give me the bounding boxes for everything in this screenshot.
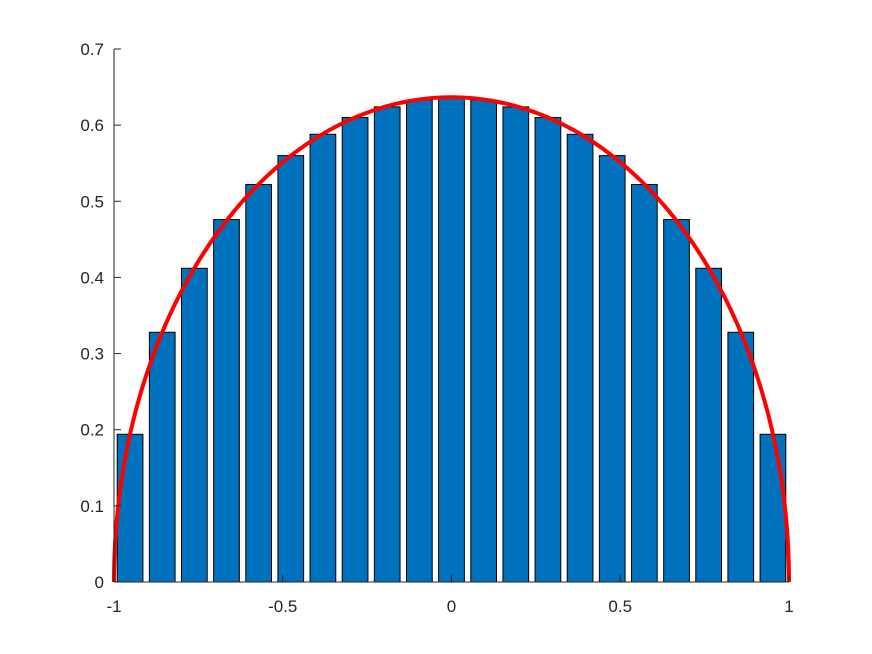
x-axis-ticks: -1 -0.5 0 0.5 1 <box>106 575 794 616</box>
bar-0 <box>116 433 144 583</box>
bar-16 <box>630 184 658 583</box>
x-tick-label: -0.5 <box>268 597 297 616</box>
bar-13 <box>534 117 562 583</box>
bar-6 <box>309 133 337 583</box>
x-tick-label: 0.5 <box>608 597 632 616</box>
y-tick-label: 0.1 <box>80 497 104 516</box>
bar-12 <box>502 106 530 583</box>
bar-18 <box>695 267 723 583</box>
bar-20 <box>759 433 787 583</box>
y-tick-label: 0.7 <box>80 40 104 59</box>
bar-2 <box>181 267 208 583</box>
bar-1 <box>148 331 176 583</box>
bar-5 <box>277 155 305 583</box>
y-axis-ticks: 0 0.1 0.2 0.3 0.4 0.5 0.6 0.7 <box>80 40 121 592</box>
y-tick-label: 0.4 <box>80 268 104 287</box>
bar-10 <box>438 97 465 583</box>
y-tick-label: 0.2 <box>80 421 104 440</box>
bar-11 <box>470 99 497 583</box>
y-tick-label: 0 <box>95 573 104 592</box>
density-curve <box>112 95 791 583</box>
x-tick-label: 0 <box>447 597 456 616</box>
bar-8 <box>373 106 401 583</box>
x-tick-label: -1 <box>106 597 121 616</box>
bar-14 <box>566 133 594 583</box>
bar-9 <box>406 99 433 583</box>
bar-15 <box>598 155 626 583</box>
y-tick-label: 0.5 <box>80 192 104 211</box>
bar-3 <box>213 219 240 583</box>
x-tick-label: 1 <box>784 597 793 616</box>
bar-19 <box>727 331 755 583</box>
bar-4 <box>245 184 273 583</box>
y-tick-label: 0.6 <box>80 116 104 135</box>
y-tick-label: 0.3 <box>80 345 104 364</box>
bar-7 <box>341 117 369 583</box>
bars <box>116 97 787 583</box>
bar-17 <box>663 219 690 583</box>
